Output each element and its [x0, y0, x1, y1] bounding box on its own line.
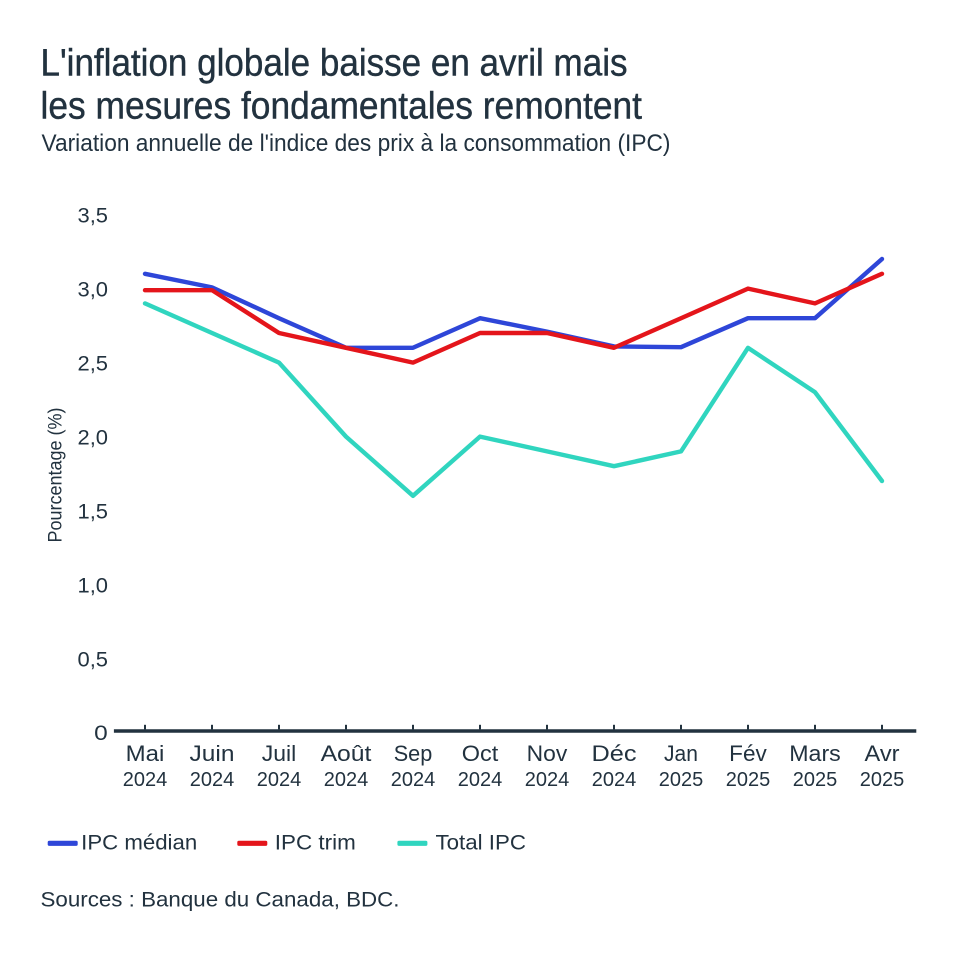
svg-text:Nov: Nov — [527, 741, 568, 766]
svg-text:2025: 2025 — [659, 769, 704, 791]
svg-text:2025: 2025 — [793, 769, 838, 791]
svg-text:Pourcentage (%): Pourcentage (%) — [45, 408, 67, 543]
svg-text:Déc: Déc — [592, 741, 637, 766]
svg-text:2024: 2024 — [190, 769, 235, 791]
svg-text:Sources : Banque du Canada, BD: Sources : Banque du Canada, BDC. — [41, 889, 400, 912]
svg-text:Fév: Fév — [729, 741, 767, 766]
svg-text:Jan: Jan — [664, 741, 698, 766]
svg-text:2025: 2025 — [860, 769, 905, 791]
svg-text:Sep: Sep — [394, 741, 433, 766]
svg-text:0,5: 0,5 — [78, 648, 109, 672]
svg-text:2,0: 2,0 — [78, 426, 109, 450]
svg-text:2025: 2025 — [726, 769, 771, 791]
svg-text:L'inflation globale baisse en: L'inflation globale baisse en avril mais — [41, 42, 628, 84]
svg-text:Oct: Oct — [462, 741, 499, 766]
svg-text:2024: 2024 — [525, 769, 570, 791]
svg-text:2024: 2024 — [324, 769, 369, 791]
svg-text:2024: 2024 — [123, 769, 168, 791]
svg-text:Mars: Mars — [789, 741, 841, 766]
svg-text:3,5: 3,5 — [78, 204, 109, 228]
svg-text:2024: 2024 — [458, 769, 503, 791]
svg-text:IPC trim: IPC trim — [275, 831, 356, 855]
svg-text:2024: 2024 — [391, 769, 436, 791]
svg-text:2024: 2024 — [592, 769, 637, 791]
svg-text:0: 0 — [94, 721, 108, 745]
svg-text:1,5: 1,5 — [78, 500, 109, 524]
svg-text:2,5: 2,5 — [78, 352, 109, 376]
svg-text:Juin: Juin — [190, 741, 235, 766]
svg-text:3,0: 3,0 — [78, 278, 109, 302]
svg-text:Total IPC: Total IPC — [436, 831, 527, 855]
svg-text:1,0: 1,0 — [78, 574, 109, 598]
svg-text:les mesures fondamentales remo: les mesures fondamentales remontent — [41, 86, 643, 128]
svg-text:Juil: Juil — [262, 741, 297, 766]
svg-text:Mai: Mai — [126, 741, 165, 766]
svg-text:2024: 2024 — [257, 769, 302, 791]
svg-text:Variation annuelle de l'indice: Variation annuelle de l'indice des prix … — [42, 130, 671, 157]
svg-text:IPC médian: IPC médian — [81, 831, 197, 855]
svg-text:Avr: Avr — [865, 741, 900, 766]
svg-text:Août: Août — [321, 741, 372, 766]
